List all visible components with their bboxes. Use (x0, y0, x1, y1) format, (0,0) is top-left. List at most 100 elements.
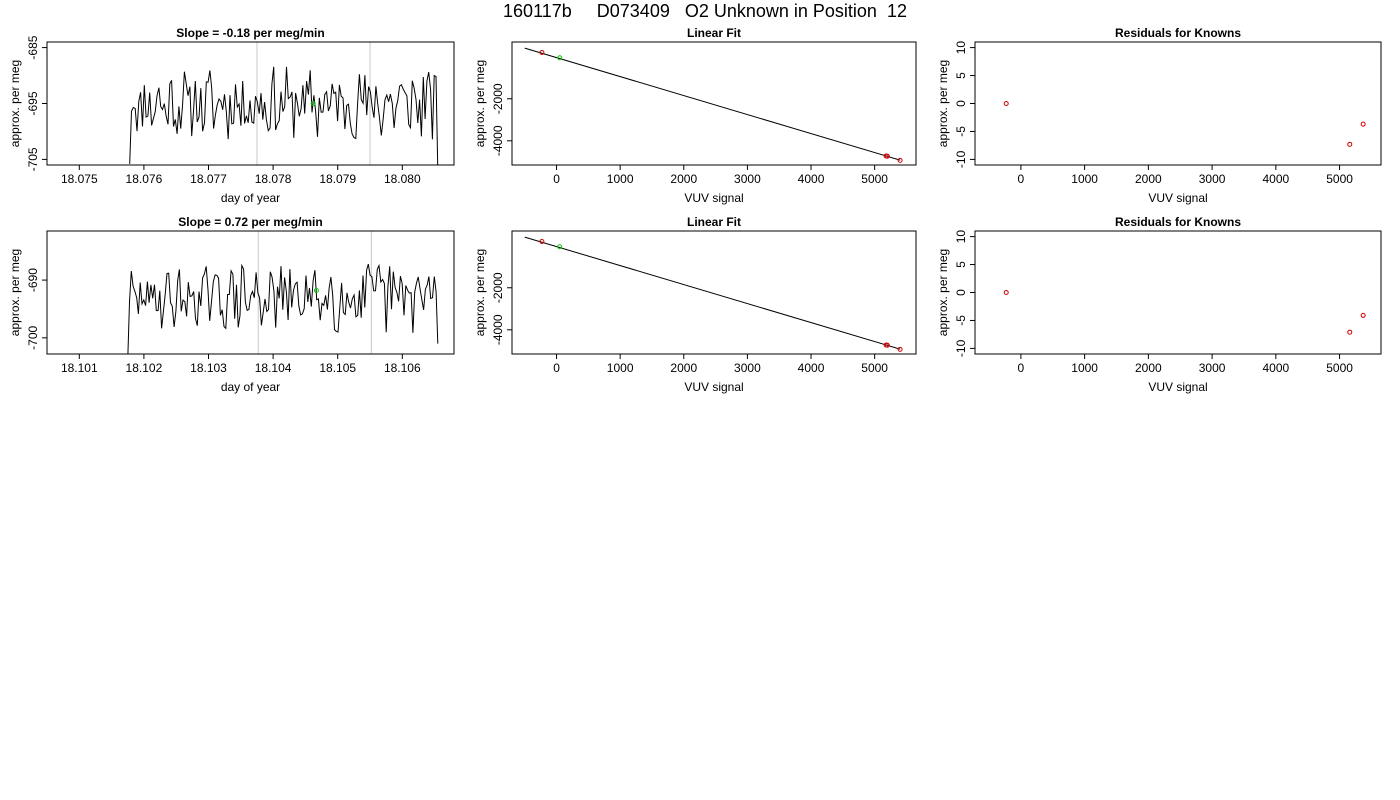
x-tick-label: 3000 (1199, 361, 1226, 375)
x-tick-label: 18.079 (319, 172, 356, 186)
plot-frame (511, 41, 917, 166)
x-tick-label: 5000 (861, 172, 888, 186)
y-tick-label: 10 (954, 41, 968, 55)
x-tick-label: 18.077 (190, 172, 227, 186)
x-tick-label: 18.104 (255, 361, 292, 375)
x-tick-label: 0 (1018, 361, 1025, 375)
x-tick-label: 18.105 (319, 361, 356, 375)
x-axis-label: VUV signal (684, 380, 743, 394)
panel-title: Slope = -0.18 per meg/min (176, 26, 324, 40)
y-tick-label: -10 (954, 150, 968, 168)
x-tick-label: 3000 (734, 361, 761, 375)
data-point-4 (897, 157, 903, 163)
y-tick-label: -4000 (491, 125, 505, 156)
plot-frame (46, 230, 455, 355)
x-axis-label: VUV signal (684, 191, 743, 205)
y-tick-label: -700 (26, 326, 40, 350)
data-point-4 (897, 346, 903, 352)
x-tick-label: 1000 (1071, 172, 1098, 186)
x-tick-label: 2000 (1135, 361, 1162, 375)
x-tick-label: 18.076 (126, 172, 163, 186)
signal-series-line (127, 263, 439, 354)
y-axis-label: approx. per meg (8, 249, 22, 336)
plot-area (1003, 290, 1366, 335)
highlight-point (313, 287, 319, 293)
y-axis-label: approx. per meg (473, 249, 487, 336)
x-tick-label: 18.103 (190, 361, 227, 375)
panel-title: Linear Fit (687, 215, 741, 229)
y-tick-label: -5 (954, 126, 968, 137)
data-point-1 (1347, 141, 1353, 147)
chart-panel-r1c1: 18.075 18.076 18.077 18.078 18.079 18.080 -685… (8, 26, 455, 205)
x-tick-label: 1000 (607, 361, 634, 375)
chart-panel-r1c3: 0 1000 2000 3000 4000 5000 10 5 0 -5 -10 Residuals … (936, 26, 1382, 205)
x-tick-label: 2000 (670, 361, 697, 375)
plot-area (129, 42, 439, 165)
x-tick-label: 2000 (670, 172, 697, 186)
y-axis-label: approx. per meg (473, 60, 487, 147)
x-tick-label: 4000 (798, 361, 825, 375)
plot-area (1003, 101, 1366, 147)
x-tick-label: 2000 (1135, 172, 1162, 186)
x-tick-label: 5000 (1326, 361, 1353, 375)
panel-title: Linear Fit (687, 26, 741, 40)
y-tick-label: -705 (26, 147, 40, 171)
chart-panel-r2c2: 0 1000 2000 3000 4000 5000 -2000 -4000 Linear Fi… (473, 215, 917, 394)
x-tick-label: 18.101 (61, 361, 98, 375)
x-tick-label: 18.075 (61, 172, 98, 186)
chart-panel-r1c2: 0 1000 2000 3000 4000 5000 -2000 -4000 Linear Fi… (473, 26, 917, 205)
chart-panel-r2c3: 0 1000 2000 3000 4000 5000 10 5 0 -5 -10 Residuals … (936, 215, 1382, 394)
linear-fit-line (524, 236, 901, 350)
data-point-2 (1360, 121, 1366, 127)
x-axis-label: day of year (221, 380, 280, 394)
chart-panel-r2c1: 18.101 18.102 18.103 18.104 18.105 18.106 -690… (8, 215, 455, 394)
data-point-0 (1003, 290, 1009, 295)
data-point-1 (557, 55, 563, 61)
y-tick-label: -690 (26, 268, 40, 292)
x-tick-label: 18.102 (126, 361, 163, 375)
x-tick-label: 5000 (861, 361, 888, 375)
x-tick-label: 18.078 (255, 172, 292, 186)
panel-title: Slope = 0.72 per meg/min (178, 215, 322, 229)
data-point-2 (1360, 312, 1366, 318)
plot-area (127, 231, 439, 354)
highlight-point (310, 101, 316, 106)
x-tick-label: 18.106 (384, 361, 421, 375)
x-tick-label: 0 (553, 361, 560, 375)
y-tick-label: 0 (954, 100, 968, 107)
panel-title: Residuals for Knowns (1115, 215, 1241, 229)
plot-frame (974, 41, 1382, 166)
data-point-3 (884, 153, 890, 159)
x-tick-label: 4000 (798, 172, 825, 186)
data-point-1 (557, 244, 563, 250)
y-tick-label: 5 (954, 72, 968, 79)
y-tick-label: -4000 (491, 314, 505, 345)
y-tick-label: -685 (26, 35, 40, 59)
y-axis-label: approx. per meg (936, 60, 950, 147)
y-axis-label: approx. per meg (8, 60, 22, 147)
x-tick-label: 4000 (1262, 361, 1289, 375)
x-tick-label: 1000 (1071, 361, 1098, 375)
data-point-1 (1347, 329, 1353, 335)
panel-title: Residuals for Knowns (1115, 26, 1241, 40)
x-tick-label: 18.080 (384, 172, 421, 186)
plot-frame (974, 230, 1382, 355)
data-point-0 (539, 239, 545, 245)
y-tick-label: 10 (954, 230, 968, 244)
y-tick-label: -2000 (491, 83, 505, 114)
x-tick-label: 4000 (1262, 172, 1289, 186)
y-tick-label: -2000 (491, 272, 505, 303)
data-point-0 (1003, 101, 1009, 106)
data-point-0 (539, 50, 545, 56)
x-tick-label: 5000 (1326, 172, 1353, 186)
x-tick-label: 0 (1018, 172, 1025, 186)
x-tick-label: 0 (553, 172, 560, 186)
plot-frame (511, 230, 917, 355)
x-tick-label: 1000 (607, 172, 634, 186)
y-tick-label: -10 (954, 339, 968, 357)
y-tick-label: 5 (954, 261, 968, 268)
x-tick-label: 3000 (734, 172, 761, 186)
y-axis-label: approx. per meg (936, 249, 950, 336)
plot-area (524, 236, 903, 352)
